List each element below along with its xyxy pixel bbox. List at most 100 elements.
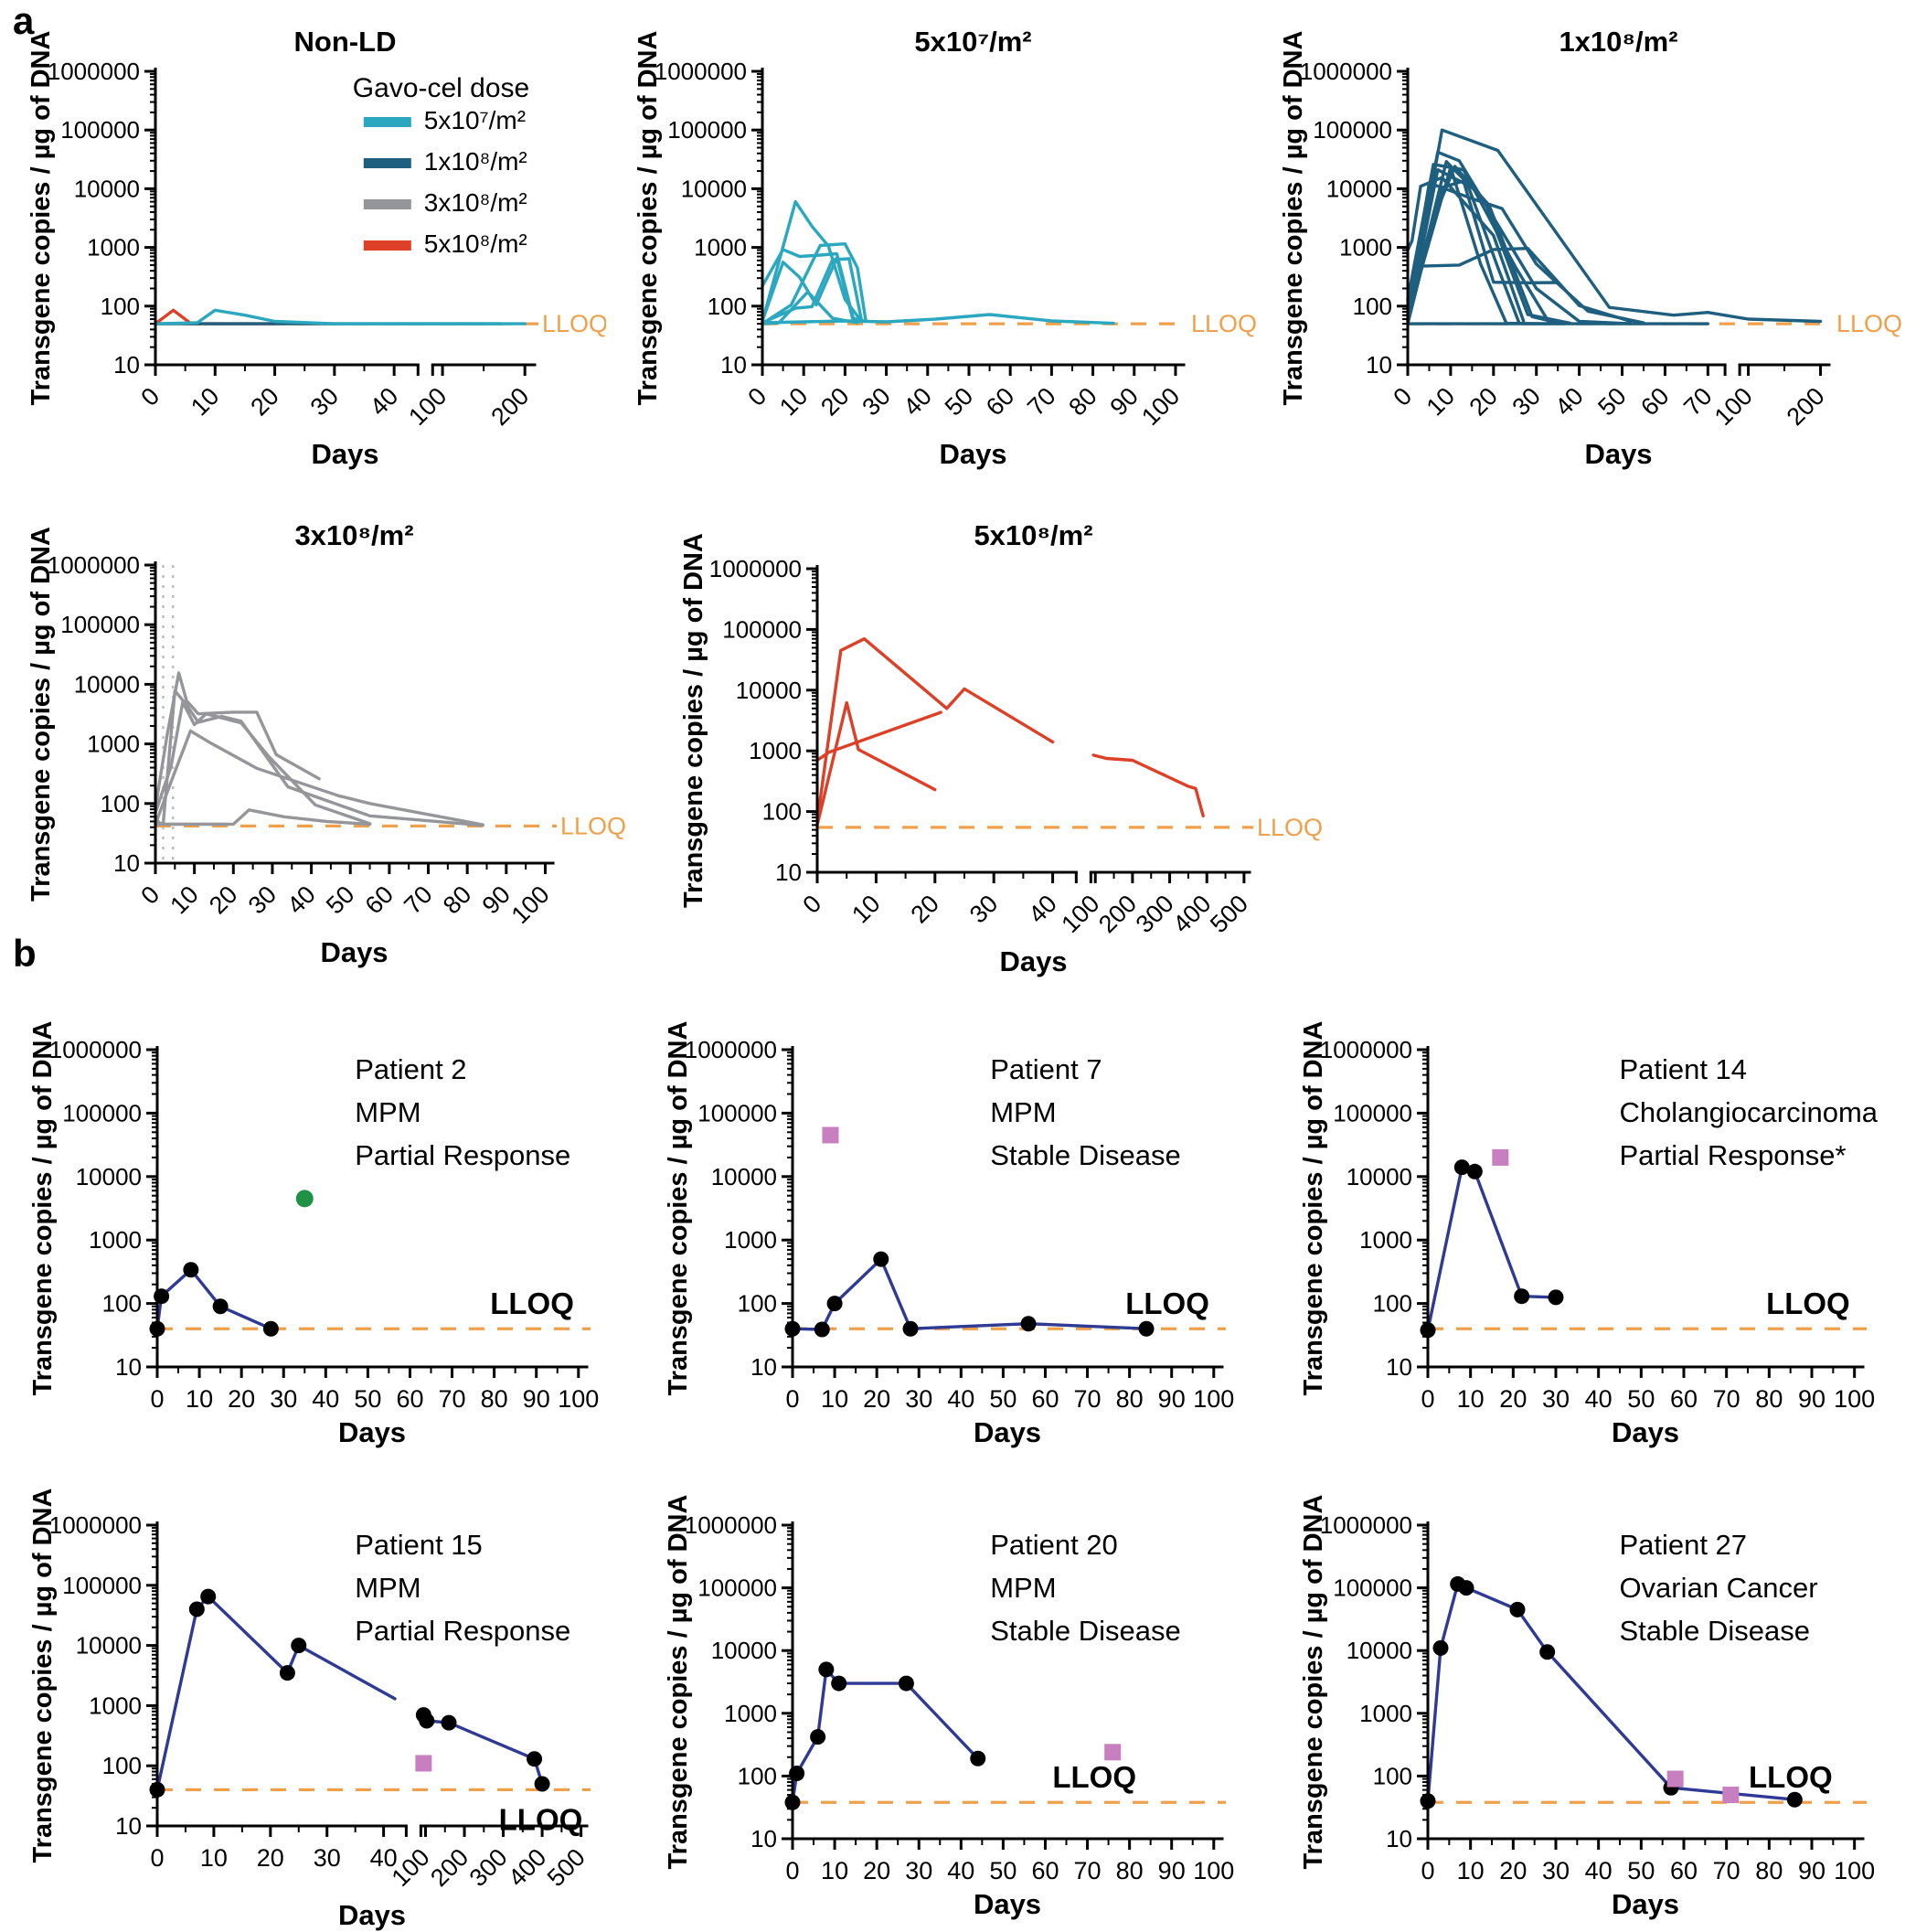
x-tick-label: 20 xyxy=(1464,382,1503,421)
x-tick-label: 100 xyxy=(403,382,452,431)
x-tick-label: 10 xyxy=(821,1857,848,1884)
x-tick-label: 0 xyxy=(1421,1857,1434,1884)
y-axis-label: Transgene copies / µg of DNA xyxy=(1299,1495,1328,1870)
data-point xyxy=(810,1729,826,1745)
x-tick-label: 0 xyxy=(150,1844,164,1872)
y-tick-label: 10 xyxy=(1366,351,1392,379)
x-tick-label: 90 xyxy=(1798,1385,1826,1413)
series-line xyxy=(761,199,864,324)
chart-title: 5x10⁸/m² xyxy=(974,519,1092,551)
x-tick-label: 0 xyxy=(1421,1385,1434,1413)
chart-title: Non-LD xyxy=(294,26,397,58)
series-group xyxy=(149,1262,279,1337)
annotation-text: Ovarian Cancer xyxy=(1619,1572,1817,1604)
y-tick-label: 10 xyxy=(720,351,747,379)
x-tick-label: 10 xyxy=(186,382,224,421)
x-tick-label: 10 xyxy=(821,1385,848,1413)
x-tick-label: 40 xyxy=(282,881,320,919)
x-tick-label: 30 xyxy=(905,1385,932,1413)
x-tick-label: 100 xyxy=(558,1385,599,1413)
x-axis-label: Days xyxy=(1612,1416,1679,1448)
x-tick-label: 90 xyxy=(1158,1385,1186,1413)
x-tick-label: 50 xyxy=(1592,382,1631,421)
y-tick-label: 1000 xyxy=(724,1226,777,1254)
y-tick-label: 10 xyxy=(750,1353,777,1381)
x-tick-label: 40 xyxy=(899,382,937,421)
x-tick-label: 50 xyxy=(940,382,978,421)
x-tick-label: 70 xyxy=(439,1385,466,1413)
x-tick-label: 80 xyxy=(1116,1385,1144,1413)
x-tick-label: 100 xyxy=(1136,382,1185,431)
y-tick-label: 1000000 xyxy=(48,551,140,579)
annotation-text: Partial Response xyxy=(355,1139,570,1171)
x-tick-label: 60 xyxy=(1670,1385,1698,1413)
data-point xyxy=(183,1262,199,1278)
series-line xyxy=(154,729,484,827)
series-group xyxy=(1406,128,1823,326)
y-tick-label: 100 xyxy=(762,798,802,826)
y-tick-label: 100000 xyxy=(667,116,747,144)
y-tick-label: 100000 xyxy=(60,611,140,638)
x-tick-label: 30 xyxy=(857,382,895,421)
data-point xyxy=(1514,1288,1530,1305)
y-tick-label: 100000 xyxy=(697,1574,777,1602)
data-point xyxy=(1786,1791,1803,1808)
y-tick-label: 100000 xyxy=(1333,1574,1412,1602)
x-axis-label: Days xyxy=(1584,438,1652,470)
x-tick-label: 400 xyxy=(503,1843,551,1892)
x-tick-label: 80 xyxy=(1116,1857,1144,1884)
y-tick-label: 100000 xyxy=(62,1572,142,1599)
series-line xyxy=(1406,179,1559,326)
y-tick-label: 10000 xyxy=(711,1637,777,1664)
data-point xyxy=(1020,1316,1037,1332)
x-tick-label: 40 xyxy=(1023,890,1061,928)
x-tick-label: 30 xyxy=(1542,1857,1570,1884)
x-tick-label: 10 xyxy=(1457,1857,1485,1884)
chart-b2: 10 100 1000 10000 100000 1000000 0 10 20 30 40 50 60… xyxy=(663,998,1257,1460)
x-axis-label: Days xyxy=(974,1888,1041,1920)
x-tick-label: 10 xyxy=(200,1844,228,1872)
x-tick-label: 50 xyxy=(321,881,359,919)
y-tick-label: 1000 xyxy=(87,731,140,758)
legend-title: Gavo-cel dose xyxy=(353,73,529,103)
x-tick-label: 50 xyxy=(1627,1385,1655,1413)
y-tick-label: 10000 xyxy=(1326,175,1392,202)
y-tick-label: 100000 xyxy=(722,615,802,643)
x-tick-label: 40 xyxy=(1549,382,1588,421)
x-tick-label: 20 xyxy=(257,1844,284,1872)
data-point xyxy=(262,1320,279,1337)
y-tick-label: 10 xyxy=(113,849,140,877)
x-axis-label: Days xyxy=(311,438,378,470)
y-tick-label: 1000 xyxy=(749,737,802,764)
x-tick-label: 40 xyxy=(1585,1857,1613,1884)
panel-b-label: b xyxy=(13,932,37,975)
x-tick-label: 30 xyxy=(905,1857,932,1884)
chart-svg-b2: 10 100 1000 10000 100000 1000000 0 10 20 30 40 50 60… xyxy=(664,1021,1234,1448)
series-line xyxy=(1406,168,1521,326)
lloq-label: LLOQ xyxy=(1766,1286,1850,1320)
y-tick-label: 10000 xyxy=(681,175,747,202)
x-tick-label: 70 xyxy=(1713,1385,1740,1413)
x-tick-label: 50 xyxy=(1627,1857,1655,1884)
y-tick-label: 100 xyxy=(101,293,140,320)
lloq-label: LLOQ xyxy=(560,812,626,839)
x-tick-label: 70 xyxy=(399,881,437,919)
x-tick-label: 90 xyxy=(1105,382,1144,421)
y-tick-label: 10 xyxy=(750,1825,777,1852)
marker-square xyxy=(415,1755,432,1772)
x-tick-label: 30 xyxy=(305,382,344,421)
chart-a1: 10 100 1000 10000 100000 1000000 0 10 20 30 40 100 2… xyxy=(26,15,608,476)
x-tick-label: 80 xyxy=(481,1385,508,1413)
y-tick-label: 100 xyxy=(1353,293,1392,320)
annotation-text: Partial Response xyxy=(355,1615,570,1647)
y-tick-label: 1000000 xyxy=(1300,58,1392,85)
series-line xyxy=(761,290,859,326)
legend-swatch xyxy=(363,117,411,127)
x-tick-label: 10 xyxy=(846,890,885,928)
y-tick-label: 10000 xyxy=(74,670,140,698)
series-line xyxy=(154,700,372,826)
legend-label: 3x10⁸/m² xyxy=(424,188,527,217)
